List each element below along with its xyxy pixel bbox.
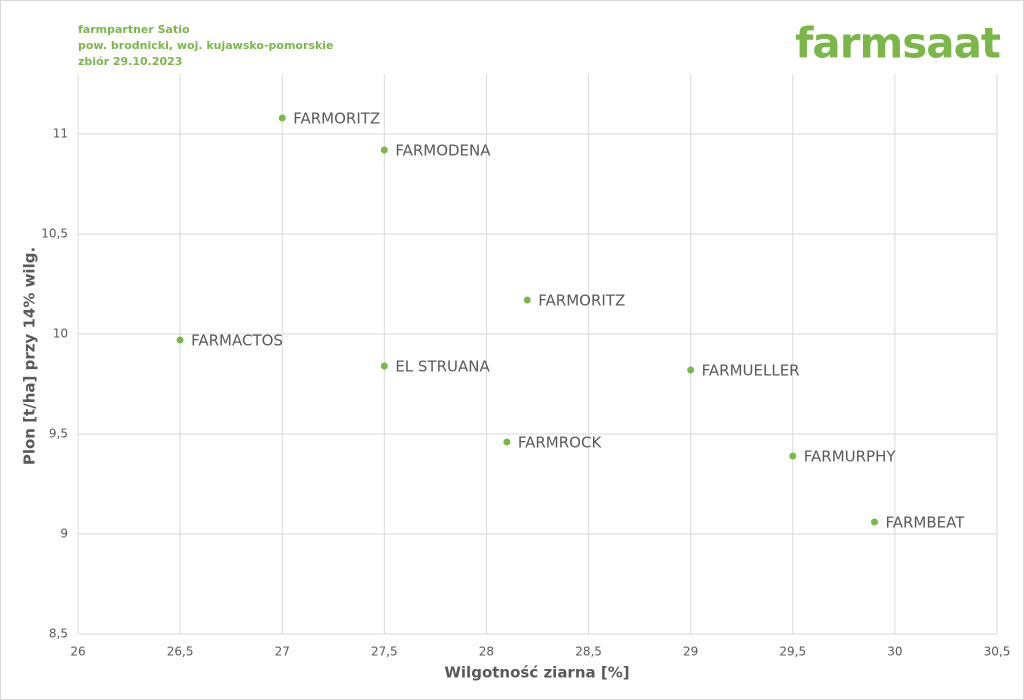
point-label: FARMUELLER [702, 362, 800, 380]
x-tick-label: 28,5 [575, 645, 602, 659]
x-axis-title: Wilgotność ziarna [%] [444, 664, 629, 682]
y-tick-label: 9,5 [49, 427, 68, 441]
point-label: FARMORITZ [538, 292, 625, 310]
point-label: FARMODENA [395, 142, 491, 160]
header-line: zbiór 29.10.2023 [78, 55, 182, 68]
point [380, 362, 388, 370]
point [278, 114, 286, 122]
point [380, 146, 388, 154]
header-line: pow. brodnicki, woj. kujawsko-pomorskie [78, 39, 334, 52]
point-label: FARMORITZ [293, 110, 380, 128]
y-axis-title: Plon [t/ha] przy 14% wilg. [21, 247, 39, 465]
point [503, 438, 511, 446]
x-tick-label: 28 [479, 645, 494, 659]
x-tick-label: 29 [683, 645, 698, 659]
point [789, 452, 797, 460]
point-label: FARMURPHY [804, 448, 897, 466]
point-label: FARMBEAT [885, 514, 965, 532]
y-tick-label: 11 [53, 127, 68, 141]
x-tick-label: 29,5 [779, 645, 806, 659]
y-tick-label: 8,5 [49, 627, 68, 641]
x-tick-label: 30,5 [984, 645, 1011, 659]
y-tick-label: 9 [60, 527, 68, 541]
logo: farmsaat [795, 19, 1001, 68]
x-tick-label: 27 [275, 645, 290, 659]
x-tick-label: 26,5 [167, 645, 194, 659]
y-tick-label: 10,5 [41, 227, 68, 241]
point-label: FARMACTOS [191, 332, 283, 350]
y-tick-label: 10 [53, 327, 68, 341]
header-line: farmpartner Satio [78, 23, 190, 36]
point [870, 518, 878, 526]
point-label: FARMROCK [518, 434, 603, 452]
x-tick-label: 26 [70, 645, 85, 659]
x-tick-label: 27,5 [371, 645, 398, 659]
x-tick-label: 30 [887, 645, 902, 659]
point [687, 366, 695, 374]
point-label: EL STRUANA [395, 358, 490, 376]
point [176, 336, 184, 344]
point [523, 296, 531, 304]
